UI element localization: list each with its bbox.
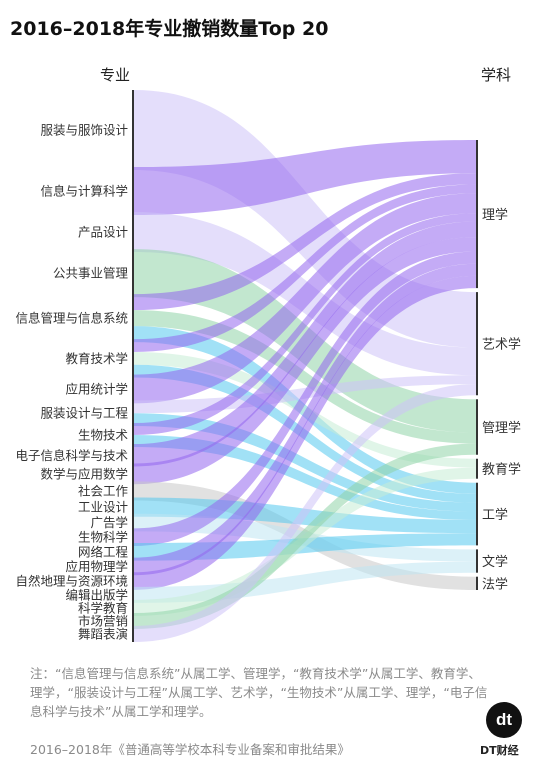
major-label: 数学与应用数学 bbox=[40, 466, 128, 481]
major-node bbox=[132, 249, 134, 298]
discipline-label: 法学 bbox=[482, 576, 508, 592]
discipline-node bbox=[476, 399, 478, 455]
left-column-header: 专业 bbox=[100, 66, 130, 84]
flow-link bbox=[134, 237, 476, 485]
major-node bbox=[132, 167, 134, 216]
major-node bbox=[132, 294, 134, 343]
source-text: 2016–2018年《普通高等学校本科专业备案和审批结果》 bbox=[30, 742, 350, 757]
major-label: 生物科学 bbox=[78, 530, 128, 545]
major-label: 教育技术学 bbox=[65, 351, 128, 366]
major-node bbox=[132, 339, 134, 378]
flow-link bbox=[134, 435, 476, 520]
major-label: 自然地理与资源环境 bbox=[15, 574, 128, 589]
discipline-label: 教育学 bbox=[482, 462, 521, 478]
flow-link bbox=[134, 193, 476, 404]
major-node bbox=[132, 497, 134, 517]
major-label: 工业设计 bbox=[78, 500, 128, 515]
major-label: 应用统计学 bbox=[65, 381, 128, 396]
flow-link bbox=[134, 413, 476, 512]
major-node bbox=[132, 212, 134, 253]
major-label: 信息管理与信息系统 bbox=[15, 311, 128, 326]
brand-name: DT财经 bbox=[480, 744, 519, 757]
major-node bbox=[132, 557, 134, 576]
major-label: 网络工程 bbox=[78, 544, 129, 559]
link-layer bbox=[134, 90, 476, 642]
chart-title: 2016–2018年专业撤销数量Top 20 bbox=[10, 18, 329, 40]
major-label: 广告学 bbox=[90, 515, 128, 530]
major-label: 服装设计与工程 bbox=[40, 406, 128, 421]
major-node bbox=[132, 423, 134, 448]
major-node bbox=[132, 444, 134, 467]
flow-link bbox=[134, 173, 476, 311]
major-label: 信息与计算科学 bbox=[40, 184, 128, 199]
discipline-node bbox=[476, 576, 478, 590]
major-node bbox=[132, 543, 134, 561]
major-label: 社会工作 bbox=[78, 483, 129, 498]
discipline-node bbox=[476, 292, 478, 396]
major-label: 产品设计 bbox=[78, 225, 128, 240]
footnote: 注：“信息管理与信息系统”从属工学、管理学，“教育技术学”从属工学、教育学、理学… bbox=[30, 666, 488, 719]
discipline-label: 艺术学 bbox=[482, 337, 521, 353]
major-label: 市场营销 bbox=[78, 613, 128, 628]
major-label: 科学教育 bbox=[78, 600, 128, 615]
major-label: 公共事业管理 bbox=[53, 266, 129, 281]
major-node bbox=[132, 463, 134, 485]
major-node bbox=[132, 528, 134, 546]
discipline-label: 管理学 bbox=[482, 420, 521, 436]
major-node bbox=[132, 513, 134, 532]
discipline-node bbox=[476, 458, 478, 479]
major-node bbox=[132, 586, 134, 603]
discipline-node bbox=[476, 549, 478, 573]
major-node bbox=[132, 612, 134, 629]
major-label: 应用物理学 bbox=[65, 559, 128, 574]
flow-link bbox=[134, 140, 476, 216]
flow-link bbox=[134, 384, 476, 642]
sankey-chart: 专业 学科服装与服饰设计信息与计算科学产品设计公共事业管理信息管理与信息系统教育技… bbox=[15, 66, 521, 642]
major-node bbox=[132, 599, 134, 616]
major-label: 舞蹈表演 bbox=[78, 627, 128, 642]
major-node bbox=[132, 626, 134, 642]
major-label: 生物技术 bbox=[78, 428, 129, 443]
flow-link bbox=[134, 184, 476, 352]
flow-link bbox=[134, 221, 476, 467]
major-label: 编辑出版学 bbox=[65, 587, 128, 602]
major-node bbox=[132, 572, 134, 590]
dt-logo-icon: dt bbox=[486, 702, 522, 738]
discipline-node bbox=[476, 140, 478, 289]
discipline-node bbox=[476, 482, 478, 546]
major-label: 电子信息科学与技术 bbox=[15, 448, 128, 463]
flow-link bbox=[134, 310, 476, 444]
flow-link bbox=[134, 443, 476, 629]
discipline-label: 理学 bbox=[482, 207, 508, 223]
flow-link bbox=[134, 275, 476, 590]
flow-link bbox=[134, 351, 476, 468]
flow-link bbox=[134, 213, 476, 436]
major-node bbox=[132, 90, 134, 170]
discipline-label: 文学 bbox=[482, 554, 508, 570]
flow-link bbox=[134, 251, 476, 546]
discipline-label: 工学 bbox=[482, 507, 508, 523]
major-node bbox=[132, 374, 134, 404]
right-column-header: 学科 bbox=[481, 66, 511, 84]
flow-link bbox=[134, 263, 476, 576]
major-label: 服装与服饰设计 bbox=[40, 123, 128, 138]
major-node bbox=[132, 400, 134, 426]
major-node bbox=[132, 481, 134, 501]
